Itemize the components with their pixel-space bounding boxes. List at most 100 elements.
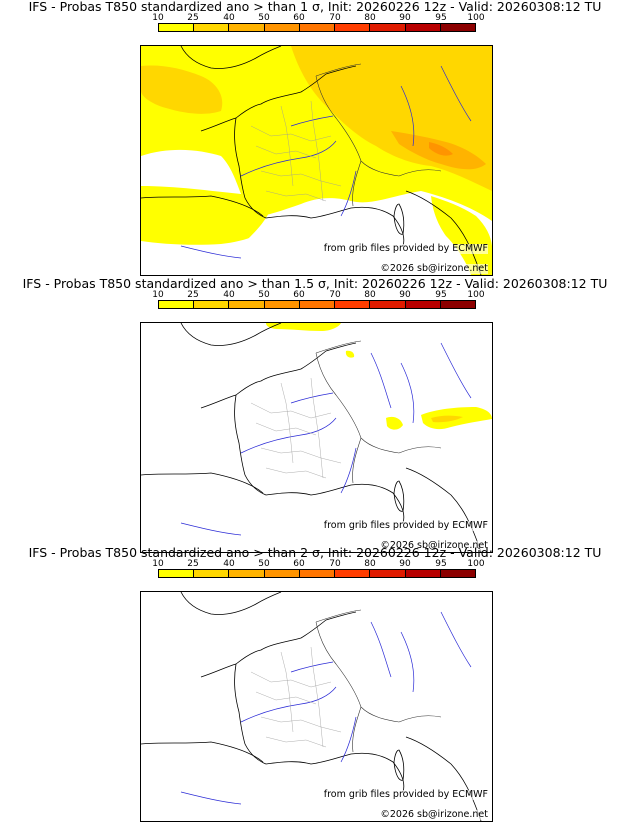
panel-title: IFS - Probas T850 standardized ano > tha…: [22, 276, 608, 291]
colorbar-swatch: [229, 301, 265, 308]
tick-label: 80: [364, 290, 376, 300]
prob-area-orange-dark: [429, 142, 453, 156]
map-panel-2: IFS - Probas T850 standardized ano > tha…: [0, 277, 630, 553]
colorbar-swatch: [264, 24, 300, 31]
coastline-iberia: [141, 741, 264, 763]
tick-label: 40: [223, 559, 235, 569]
probability-map: [141, 592, 482, 821]
colorbar-swatch: [405, 24, 441, 31]
admin-boundary: [250, 377, 342, 479]
tick-label: 80: [364, 13, 376, 23]
river: [180, 65, 472, 259]
tick-label: 10: [152, 559, 164, 569]
tick-label: 70: [329, 290, 341, 300]
credit-copyright: ©2026 sb@irizone.net: [380, 263, 488, 274]
coastline: [200, 342, 405, 524]
colorbar-swatch: [194, 301, 230, 308]
colorbar-swatch: [159, 24, 195, 31]
tick-label: 40: [223, 290, 235, 300]
colorbar: [158, 23, 476, 32]
colorbar: [158, 569, 476, 578]
colorbar-swatch: [440, 24, 475, 31]
colorbar-swatch: [335, 301, 371, 308]
tick-label: 95: [435, 290, 447, 300]
tick-label: 100: [467, 13, 485, 23]
tick-label: 25: [187, 13, 199, 23]
coastline-corsica: [393, 480, 405, 512]
tick-label: 90: [399, 290, 411, 300]
map-frame: from grib files provided by ECMWF ©2026 …: [140, 591, 493, 822]
coastline: [200, 65, 405, 247]
colorbar-swatch: [299, 570, 336, 577]
coastline: [200, 611, 405, 793]
coastline-uk: [180, 323, 282, 346]
tick-label: 95: [435, 13, 447, 23]
colorbar-swatch: [229, 24, 265, 31]
sea-atlantic-bay: [141, 149, 241, 194]
colorbar-swatch: [159, 301, 195, 308]
river: [180, 342, 472, 536]
tick-label: 50: [258, 13, 270, 23]
river: [180, 611, 472, 805]
country-border: [315, 63, 442, 207]
colorbar-swatch: [194, 24, 230, 31]
tick-label: 40: [223, 13, 235, 23]
colorbar-swatch: [159, 570, 195, 577]
admin-boundary: [250, 646, 342, 748]
tick-label: 100: [467, 559, 485, 569]
map-panel-3: IFS - Probas T850 standardized ano > tha…: [0, 546, 630, 822]
colorbar-swatch: [440, 301, 475, 308]
prob-area-yellow-iberia: [141, 193, 271, 254]
tick-label: 95: [435, 559, 447, 569]
colorbar-ticks: 10 25 40 50 60 70 80 90 95 100: [150, 560, 490, 569]
credit-source: from grib files provided by ECMWF: [323, 789, 488, 800]
tick-label: 70: [329, 559, 341, 569]
tick-label: 100: [467, 290, 485, 300]
coastline-iberia: [141, 195, 264, 217]
prob-area-gold-west: [141, 65, 223, 114]
prob-area-yellow-small: [345, 350, 355, 358]
colorbar-swatch: [299, 24, 336, 31]
colorbar-swatch: [370, 24, 406, 31]
tick-label: 60: [293, 13, 305, 23]
prob-area-yellow-italy: [431, 196, 492, 275]
map-frame: from grib files provided by ECMWF ©2026 …: [140, 45, 493, 276]
coastline-uk: [180, 46, 282, 69]
tick-label: 25: [187, 559, 199, 569]
prob-area-yellow: [266, 323, 341, 331]
credit-copyright: ©2026 sb@irizone.net: [380, 540, 488, 551]
tick-label: 25: [187, 290, 199, 300]
map-panel-1: IFS - Probas T850 standardized ano > tha…: [0, 0, 630, 276]
colorbar-swatch: [440, 570, 475, 577]
colorbar-swatch: [335, 570, 371, 577]
colorbar-swatch: [264, 301, 300, 308]
colorbar-swatch: [370, 301, 406, 308]
colorbar-ticks: 10 25 40 50 60 70 80 90 95 100: [150, 291, 490, 300]
tick-label: 60: [293, 290, 305, 300]
colorbar-swatch: [229, 570, 265, 577]
colorbar: [158, 300, 476, 309]
sea-mediterranean: [271, 206, 413, 275]
tick-label: 90: [399, 559, 411, 569]
colorbar-swatch: [405, 570, 441, 577]
admin-boundary: [250, 100, 342, 202]
colorbar-swatch: [264, 570, 300, 577]
coastline-corsica: [393, 749, 405, 781]
panel-title: IFS - Probas T850 standardized ano > tha…: [28, 545, 602, 560]
probability-map: [141, 46, 492, 275]
tick-label: 60: [293, 559, 305, 569]
colorbar-ticks: 10 25 40 50 60 70 80 90 95 100: [150, 14, 490, 23]
probability-map: [141, 323, 492, 552]
colorbar-swatch: [405, 301, 441, 308]
credit-copyright: ©2026 sb@irizone.net: [380, 809, 488, 820]
tick-label: 70: [329, 13, 341, 23]
coastline-corsica: [393, 203, 405, 235]
colorbar-swatch: [370, 570, 406, 577]
tick-label: 50: [258, 290, 270, 300]
map-frame: from grib files provided by ECMWF ©2026 …: [140, 322, 493, 553]
coastline-uk: [180, 592, 282, 615]
colorbar-swatch: [335, 24, 371, 31]
coastline-iberia: [141, 472, 264, 494]
credit-source: from grib files provided by ECMWF: [323, 243, 488, 254]
colorbar-swatch: [299, 301, 336, 308]
